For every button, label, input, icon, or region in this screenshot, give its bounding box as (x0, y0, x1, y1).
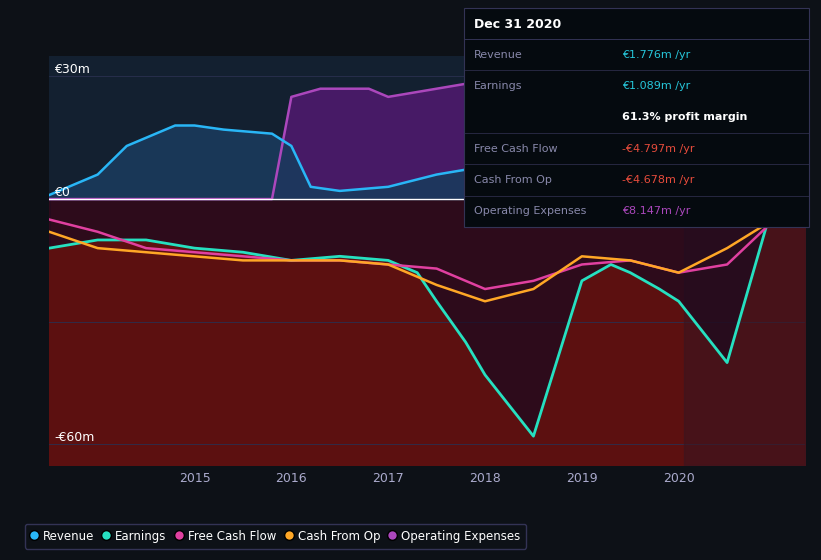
Text: Operating Expenses: Operating Expenses (474, 206, 586, 216)
Text: -€60m: -€60m (54, 431, 94, 445)
Text: -€4.678m /yr: -€4.678m /yr (622, 175, 695, 185)
Text: €0: €0 (54, 186, 70, 199)
Text: €1.776m /yr: €1.776m /yr (622, 50, 690, 60)
Text: Free Cash Flow: Free Cash Flow (474, 143, 557, 153)
Text: €1.089m /yr: €1.089m /yr (622, 81, 690, 91)
Text: 61.3% profit margin: 61.3% profit margin (622, 113, 748, 123)
Text: Revenue: Revenue (474, 50, 522, 60)
Text: €8.147m /yr: €8.147m /yr (622, 206, 690, 216)
Text: -€4.797m /yr: -€4.797m /yr (622, 143, 695, 153)
Text: €30m: €30m (54, 63, 90, 77)
Text: Dec 31 2020: Dec 31 2020 (474, 18, 561, 31)
Legend: Revenue, Earnings, Free Cash Flow, Cash From Op, Operating Expenses: Revenue, Earnings, Free Cash Flow, Cash … (25, 524, 526, 549)
Text: Earnings: Earnings (474, 81, 522, 91)
Text: Cash From Op: Cash From Op (474, 175, 552, 185)
